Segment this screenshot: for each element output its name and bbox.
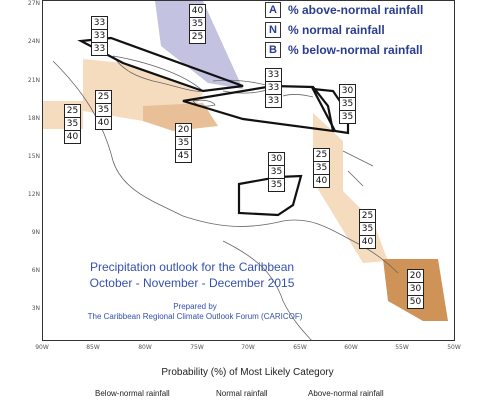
probability-caption: Probability (%) of Most Likely Category [161, 367, 334, 378]
normal-value: 33 [92, 29, 107, 43]
above-normal-region [155, 1, 243, 89]
legend-key-b: B [265, 42, 281, 58]
probability-box-suriname-french-guiana: 20 30 50 [407, 269, 424, 309]
legend-key-n: N [265, 22, 281, 38]
credit-prepared-by: Prepared by [173, 302, 217, 311]
lat-label: 15N [27, 153, 40, 160]
probability-box-greater-antilles-east: 33 33 33 [265, 68, 282, 108]
credit-organization: The Caribbean Regional Climate Outlook F… [87, 312, 303, 321]
lat-label: 6N [31, 267, 40, 274]
legend-key-a: A [265, 2, 281, 18]
lat-label: 27N [27, 0, 40, 7]
above-value: 30 [341, 86, 354, 96]
normal-value: 35 [340, 97, 355, 111]
normal-value: 35 [314, 161, 329, 175]
above-value: 20 [409, 271, 422, 281]
above-value: 25 [361, 211, 374, 221]
lat-label: 21N [27, 77, 40, 84]
lon-label: 60W [344, 344, 358, 351]
above-value: 40 [191, 6, 204, 16]
below-normal-region-jamaica [143, 103, 218, 131]
legend-text-below: % below-normal rainfall [288, 43, 423, 57]
below-value: 50 [409, 297, 422, 307]
normal-value: 33 [266, 81, 281, 95]
legend-item-above: A % above-normal rainfall [265, 0, 455, 20]
above-value: 33 [267, 70, 280, 80]
below-value: 33 [93, 44, 106, 54]
lat-label: 24N [27, 38, 40, 45]
lon-label: 65W [293, 344, 307, 351]
probability-box-cuba-cayman: 25 35 40 [95, 90, 112, 130]
normal-value: 35 [360, 222, 375, 236]
lat-label: 9N [31, 229, 40, 236]
above-value: 25 [315, 150, 328, 160]
lon-label: 80W [138, 344, 152, 351]
legend-item-normal: N % normal rainfall [265, 20, 455, 40]
lon-label: 90W [35, 344, 49, 351]
lat-label: 18N [27, 115, 40, 122]
legend-item-below: B % below-normal rainfall [265, 40, 455, 60]
category-above-normal: Above-normal rainfall [308, 389, 384, 398]
normal-value: 35 [96, 103, 111, 117]
lon-label: 55W [395, 344, 409, 351]
above-value: 25 [97, 92, 110, 102]
map-title: Precipitation outlook for the Caribbean [89, 260, 295, 274]
above-value: 25 [66, 106, 79, 116]
below-value: 40 [97, 118, 110, 128]
legend-text-normal: % normal rainfall [288, 23, 385, 37]
category-normal: Normal rainfall [216, 389, 268, 398]
below-value: 35 [341, 112, 354, 122]
legend: A % above-normal rainfall N % normal rai… [265, 0, 455, 60]
lon-label: 70W [241, 344, 255, 351]
probability-box-jamaica: 20 35 45 [175, 123, 192, 163]
probability-box-bahamas: 33 33 33 [91, 16, 108, 56]
below-value: 25 [191, 32, 204, 42]
lat-label: 3N [31, 305, 40, 312]
normal-value: 35 [190, 17, 205, 31]
below-value: 40 [361, 237, 374, 247]
above-value: 30 [270, 154, 283, 164]
lon-label: 50W [447, 344, 461, 351]
above-value: 20 [177, 125, 190, 135]
below-normal-region-antilles [313, 113, 388, 263]
below-value: 45 [177, 151, 190, 161]
normal-value: 30 [408, 282, 423, 296]
probability-box-northeast-atlantic: 40 35 25 [189, 4, 206, 44]
probability-box-belize-yucatan: 25 35 40 [64, 104, 81, 144]
below-value: 40 [66, 132, 79, 142]
category-below-normal: Below-normal rainfall [95, 389, 170, 398]
probability-box-central-caribbean: 30 35 35 [268, 152, 285, 192]
probability-box-windward-islands: 25 35 40 [313, 148, 330, 188]
lon-label: 75W [190, 344, 204, 351]
probability-box-guyana: 25 35 40 [359, 209, 376, 249]
below-value: 33 [267, 96, 280, 106]
above-value: 33 [93, 18, 106, 28]
legend-text-above: % above-normal rainfall [288, 3, 424, 17]
below-value: 35 [270, 180, 283, 190]
map-subtitle: October - November - December 2015 [89, 276, 295, 290]
normal-value: 35 [65, 117, 80, 131]
lon-label: 85W [86, 344, 100, 351]
lat-label: 12N [27, 191, 40, 198]
below-value: 40 [315, 176, 328, 186]
normal-value: 35 [176, 136, 191, 150]
normal-value: 35 [269, 165, 284, 179]
probability-box-leeward-islands: 30 35 35 [339, 84, 356, 124]
